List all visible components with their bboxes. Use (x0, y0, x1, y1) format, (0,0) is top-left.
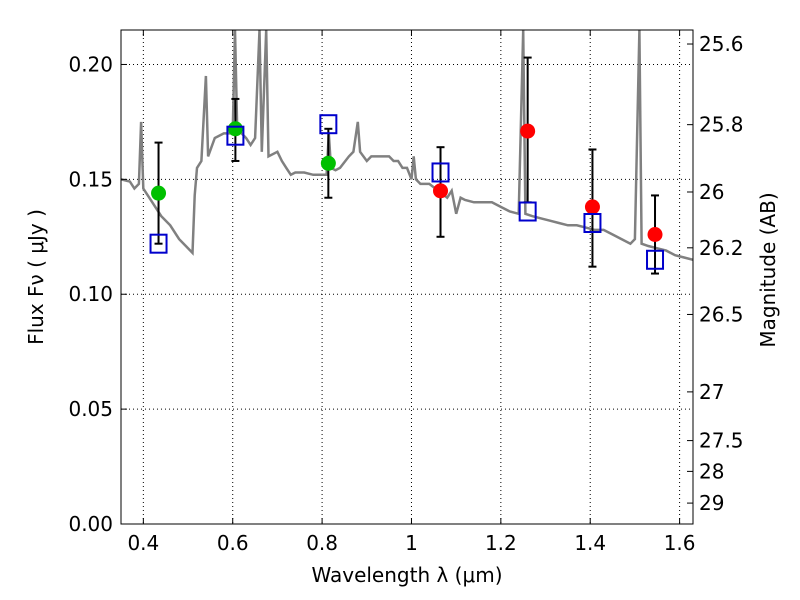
y2-tick-label: 26.2 (699, 236, 744, 260)
red-data-point (584, 199, 600, 215)
model-square-point (646, 249, 665, 270)
y-axis-ticks: 0.00 0.05 0.10 0.15 0.20 (68, 52, 127, 536)
y2-tick-label: 27 (699, 380, 724, 404)
x-axis-ticks: 0.4 0.6 0.8 1 1.2 1.4 1.6 (127, 30, 696, 555)
red-data-point (433, 183, 449, 199)
red-data-point (647, 226, 663, 242)
x-tick-label: 1 (405, 531, 418, 555)
plot-content (121, 30, 693, 275)
y2-tick-label: 25.8 (699, 113, 744, 137)
model-square-point (226, 125, 245, 146)
y2-tick-label: 28 (699, 459, 724, 483)
y-axis-label: Flux Fν ( μJy ) (24, 209, 48, 345)
model-square-point (149, 233, 168, 254)
x-tick-label: 1.4 (574, 531, 606, 555)
plot-frame (120, 29, 694, 525)
y2-axis-ticks: 25.6 25.8 26 26.2 26.5 27 27.5 28 29 (687, 32, 744, 515)
x-tick-label: 0.6 (217, 531, 249, 555)
y2-tick-label: 26 (699, 180, 724, 204)
green-data-point (320, 155, 336, 171)
x-tick-label: 0.4 (127, 531, 159, 555)
error-bars (154, 56, 660, 275)
green-data-point (151, 185, 167, 201)
y2-tick-label: 26.5 (699, 302, 744, 326)
model-square-point (319, 114, 338, 135)
x-tick-label: 1.6 (664, 531, 696, 555)
y-tick-label: 0.15 (68, 167, 113, 191)
x-tick-label: 1.2 (485, 531, 517, 555)
model-square-point (518, 201, 537, 222)
x-tick-label: 0.8 (306, 531, 338, 555)
model-square-point (583, 213, 602, 234)
model-square-point (431, 162, 450, 183)
y2-tick-label: 29 (699, 491, 724, 515)
y-tick-label: 0.20 (68, 52, 113, 76)
y-tick-label: 0.05 (68, 397, 113, 421)
data-points (149, 114, 665, 270)
y2-axis-label: Magnitude (AB) (756, 192, 780, 347)
red-data-point (520, 123, 536, 139)
y2-tick-label: 25.6 (699, 32, 744, 56)
y2-tick-label: 27.5 (699, 429, 744, 453)
x-axis-label: Wavelength λ (μm) (311, 563, 502, 587)
green-data-point (227, 121, 243, 137)
grid-lines (121, 30, 693, 524)
y-tick-label: 0.10 (68, 282, 113, 306)
model-spectrum-line (121, 30, 693, 262)
y-tick-label: 0.00 (68, 512, 113, 536)
